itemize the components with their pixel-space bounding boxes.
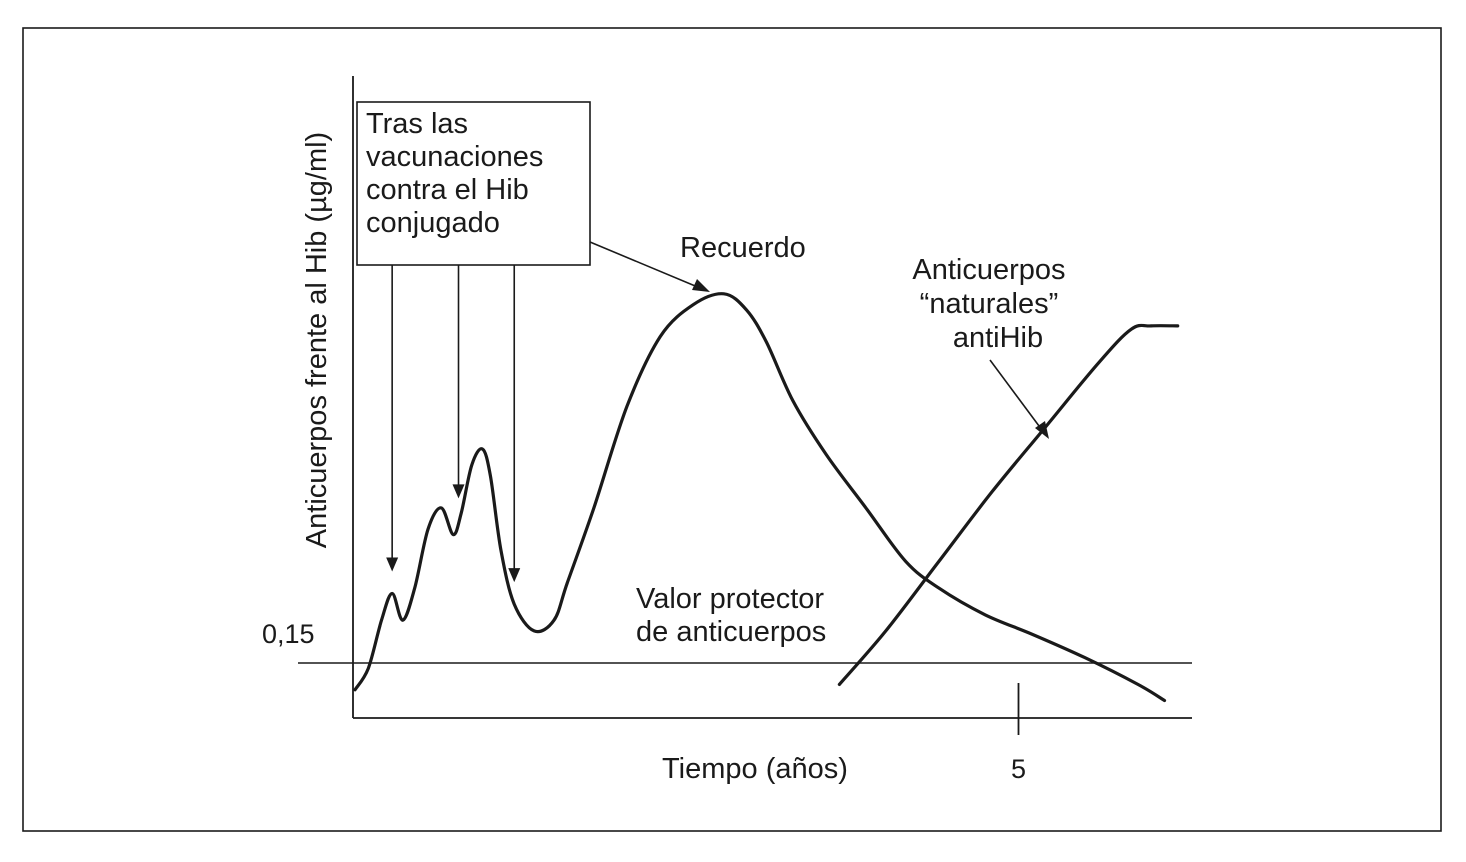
recuerdo-arrowhead [692,279,710,292]
series-natural-curve [837,323,1180,686]
natural-line-3: antiHib [953,322,1043,354]
series-vaccine-curve [353,292,1167,703]
vaccination-annotation-text: Tras las vacunaciones contra el Hib conj… [366,108,551,239]
vaccination-arrowhead-3 [508,568,521,583]
threshold-name-line-2: de anticuerpos [636,616,826,648]
recuerdo-arrow [589,241,710,292]
threshold-value-label: 0,15 [262,619,315,649]
vaccination-arrowhead-1 [386,557,399,572]
y-axis-label: Anticuerpos frente al Hib (µg/ml) [301,132,333,548]
natural-arrow [989,359,1049,439]
vaccination-arrowhead-2 [452,484,465,499]
natural-arrowhead [1035,421,1049,439]
vaccination-annotation-box [356,101,591,266]
x-tick-label-5: 5 [1011,754,1026,784]
vaccination-arrows [386,265,521,583]
figure-frame [22,27,1442,832]
x-axis-label: Tiempo (años) [662,753,848,785]
vaccination-line-1: Tras las [366,108,468,140]
threshold-name-label: Valor protector de anticuerpos [636,583,832,648]
threshold-name-line-1: Valor protector [636,583,824,615]
series-natural-label: Anticuerpos “naturales” antiHib [912,254,1073,354]
series-vaccine-label: Recuerdo [680,232,806,264]
vaccination-line-3: contra el Hib [366,174,529,206]
natural-line-2: “naturales” [920,288,1059,320]
natural-line-1: Anticuerpos [912,254,1065,286]
vaccination-line-2: vacunaciones [366,141,543,173]
vaccination-line-4: conjugado [366,207,500,239]
